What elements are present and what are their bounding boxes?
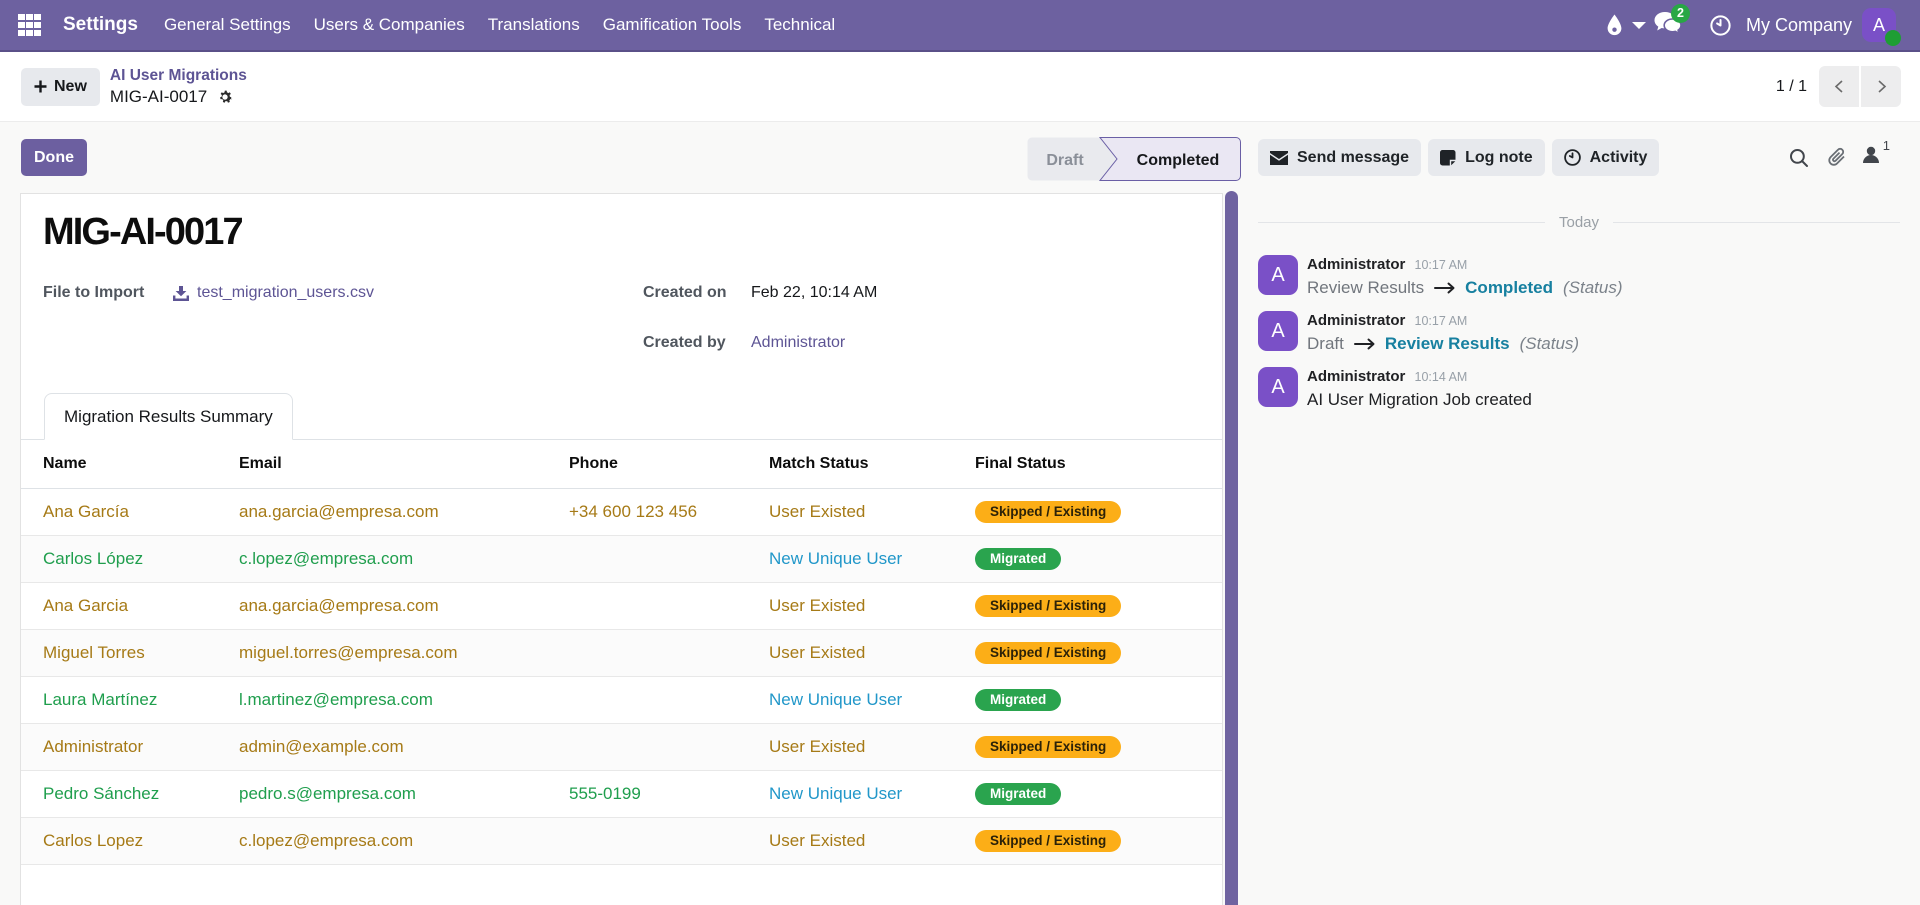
- svg-text:Draft: Draft: [1046, 152, 1084, 169]
- svg-text:Completed: Completed: [1137, 152, 1220, 169]
